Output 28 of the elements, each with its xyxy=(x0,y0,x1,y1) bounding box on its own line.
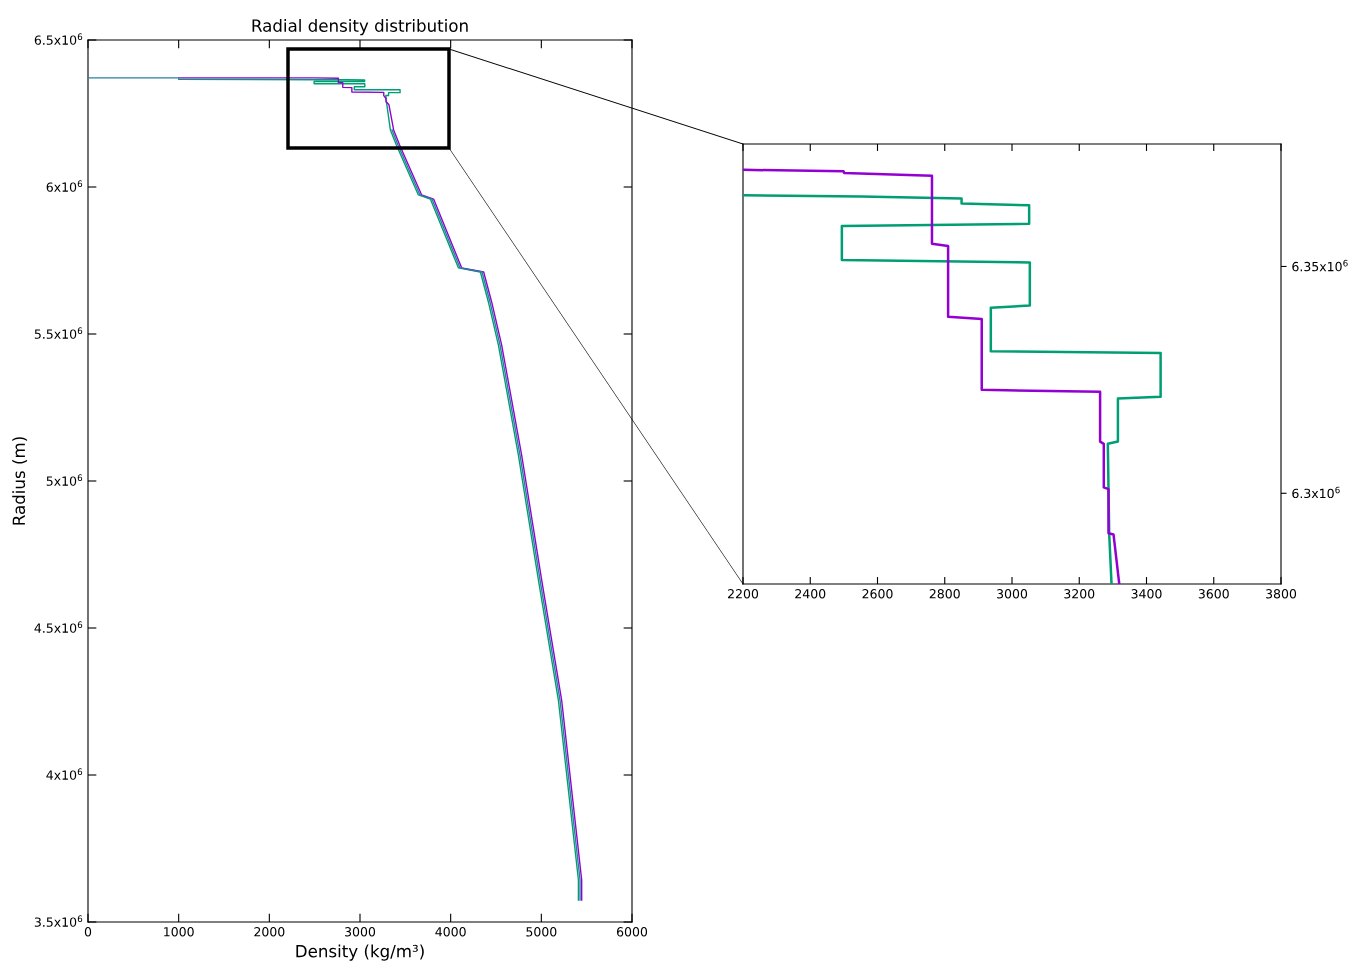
x-tick-label: 3000 xyxy=(345,927,376,937)
x-tick-label: 3800 xyxy=(1266,589,1297,599)
y-tick-label: 6.35x10$^{6}$ xyxy=(1292,259,1348,272)
x-axis-title: Density (kg/m³) xyxy=(296,944,424,961)
y-tick-label: 6x10$^{6}$ xyxy=(46,180,83,192)
x-tick-label: 2200 xyxy=(728,589,759,599)
chart-title: Radial density distribution xyxy=(252,19,468,36)
x-tick-label: 2800 xyxy=(929,589,960,599)
x-tick-label: 3600 xyxy=(1198,589,1229,599)
y-tick-label: 6.5x10$^{6}$ xyxy=(34,33,83,45)
y-tick-label: 4x10$^{6}$ xyxy=(46,768,83,780)
x-tick-label: 5000 xyxy=(526,927,557,937)
x-tick-label: 3200 xyxy=(1064,589,1095,599)
x-tick-label: 6000 xyxy=(616,927,648,937)
x-tick-label: 1000 xyxy=(164,927,194,937)
y-tick-label: 3.5x10$^{6}$ xyxy=(34,915,83,927)
y-tick-label: 5.5x10$^{6}$ xyxy=(34,327,83,339)
x-tick-label: 3400 xyxy=(1131,589,1162,599)
x-tick-label: 2000 xyxy=(254,927,285,937)
x-tick-label: 2600 xyxy=(862,589,893,599)
y-tick-label: 6.3x10$^{6}$ xyxy=(1292,486,1340,499)
y-tick-label: 4.5x10$^{6}$ xyxy=(34,621,83,633)
y-axis-title: Radius (m) xyxy=(12,437,28,525)
x-tick-label: 4000 xyxy=(435,927,466,937)
x-tick-label: 3000 xyxy=(997,589,1028,599)
x-tick-label: 0 xyxy=(84,927,92,937)
x-tick-label: 2400 xyxy=(795,589,826,599)
y-tick-label: 5x10$^{6}$ xyxy=(46,474,83,486)
